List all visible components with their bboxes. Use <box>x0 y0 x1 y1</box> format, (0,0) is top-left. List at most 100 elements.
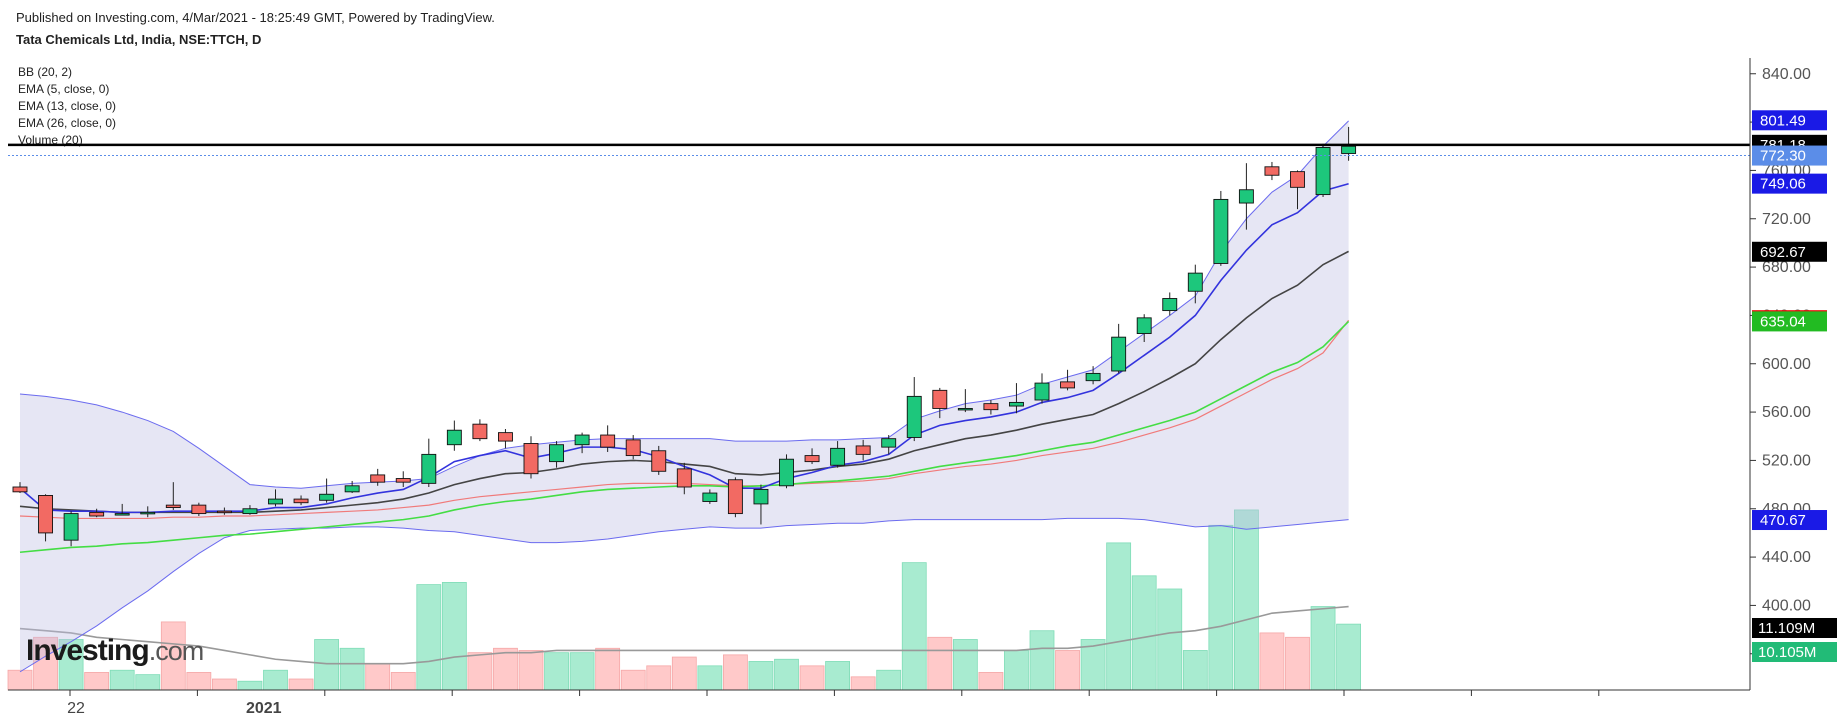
candle-body <box>830 447 846 466</box>
investing-logo: Investing.com <box>26 634 205 668</box>
candle-body <box>906 395 922 438</box>
price-tag-label: 692.67 <box>1760 244 1806 261</box>
volume-bar <box>799 665 825 691</box>
indicator-ema13[interactable]: EMA (13, close, 0) <box>18 99 117 113</box>
y-tick-label: 560.00 <box>1762 404 1811 421</box>
candle-body <box>1213 198 1229 264</box>
candle-body <box>242 508 258 515</box>
volume-bar <box>365 663 391 691</box>
candle-body <box>1136 317 1152 334</box>
volume-tag-label: 10.105M <box>1758 644 1816 661</box>
volume-bar <box>441 582 467 691</box>
volume-bar <box>671 656 697 691</box>
volume-bar <box>1131 575 1157 691</box>
indicator-legend: BB (20, 2) EMA (5, close, 0) EMA (13, cl… <box>18 64 116 149</box>
volume-bar <box>1106 542 1132 691</box>
volume-bar <box>339 647 365 691</box>
volume-bar <box>237 680 263 691</box>
indicator-volume[interactable]: Volume (20) <box>18 133 83 147</box>
candle-body <box>600 434 616 448</box>
price-tag-box <box>1752 145 1827 166</box>
volume-bar <box>263 669 288 691</box>
price-tag-label: 470.67 <box>1760 512 1806 529</box>
volume-bar <box>697 665 723 691</box>
candle-body <box>1009 401 1024 407</box>
candle-body <box>89 511 105 517</box>
candle-body <box>12 486 28 493</box>
candle-body <box>983 403 999 411</box>
volume-bar <box>1208 524 1234 691</box>
candle-body <box>574 434 590 446</box>
volume-bar <box>1004 650 1029 691</box>
volume-bar <box>493 647 518 691</box>
volume-bar <box>978 672 1004 691</box>
volume-bar <box>1259 632 1285 691</box>
candle-body <box>395 478 411 483</box>
candle-body <box>498 432 513 442</box>
price-tag-label: 635.04 <box>1760 313 1806 330</box>
candle-body <box>370 474 386 483</box>
volume-bar <box>416 584 442 691</box>
volume-bar <box>927 636 953 691</box>
volume-bar <box>723 654 748 691</box>
publish-info: Published on Investing.com, 4/Mar/2021 -… <box>16 10 495 25</box>
volume-bar <box>1285 636 1310 691</box>
volume-bar <box>595 647 621 691</box>
bollinger-band-fill <box>20 120 1349 672</box>
volume-bar <box>646 665 672 691</box>
candle-body <box>1060 381 1076 389</box>
volume-bar <box>186 672 212 691</box>
symbol-title: Tata Chemicals Ltd, India, NSE:TTCH, D <box>16 32 262 47</box>
volume-bar <box>7 669 33 691</box>
price-tag-box <box>1752 241 1827 262</box>
candle-body <box>1162 298 1178 312</box>
logo-main: Investing <box>26 634 150 667</box>
y-tick-label: 720.00 <box>1762 211 1811 228</box>
volume-tag-box <box>1752 618 1837 638</box>
logo-suffix: .com <box>148 636 205 666</box>
volume-bar <box>109 669 135 691</box>
volume-bar <box>748 661 774 691</box>
volume-bar <box>1182 650 1208 691</box>
volume-bar <box>952 639 978 691</box>
volume-bar <box>901 562 927 691</box>
volume-tag-label: 11.109M <box>1758 620 1815 637</box>
candle-body <box>1111 336 1127 372</box>
candle-body <box>549 444 564 463</box>
candle-body <box>753 488 769 505</box>
candle-body <box>38 495 53 534</box>
candle-body <box>804 455 820 463</box>
candle-body <box>702 492 718 502</box>
candle-body <box>1315 147 1331 196</box>
candle-body <box>1187 272 1203 292</box>
candle-body <box>293 498 309 504</box>
volume-bar <box>569 652 595 691</box>
candle-body <box>216 510 232 514</box>
candle-body <box>421 453 437 484</box>
volume-bar <box>1157 588 1183 691</box>
indicator-ema26[interactable]: EMA (26, close, 0) <box>18 116 117 130</box>
volume-ma-line <box>19 605 1349 665</box>
indicator-ema5[interactable]: EMA (5, close, 0) <box>18 82 110 96</box>
y-tick-label: 440.00 <box>1762 549 1811 566</box>
volume-bar <box>211 678 237 691</box>
candle-body <box>625 439 641 457</box>
candle-body <box>319 493 335 501</box>
volume-bar <box>135 674 161 691</box>
y-tick-label: 680.00 <box>1762 259 1811 276</box>
volume-bar <box>518 650 544 691</box>
volume-bar <box>314 639 340 691</box>
y-tick-label: 520.00 <box>1762 452 1811 469</box>
price-tag-box <box>1752 311 1827 332</box>
volume-bar <box>774 658 799 691</box>
price-tag-box <box>1752 510 1827 531</box>
price-tag-label: 801.49 <box>1760 112 1806 129</box>
volume-bar <box>1029 630 1055 691</box>
candle-body <box>344 485 360 493</box>
volume-tag-box <box>1752 642 1837 662</box>
indicator-bb[interactable]: BB (20, 2) <box>18 65 73 79</box>
bollinger-lower-line <box>19 517 1349 673</box>
volume-bar <box>390 672 416 691</box>
candle-body <box>446 429 462 446</box>
